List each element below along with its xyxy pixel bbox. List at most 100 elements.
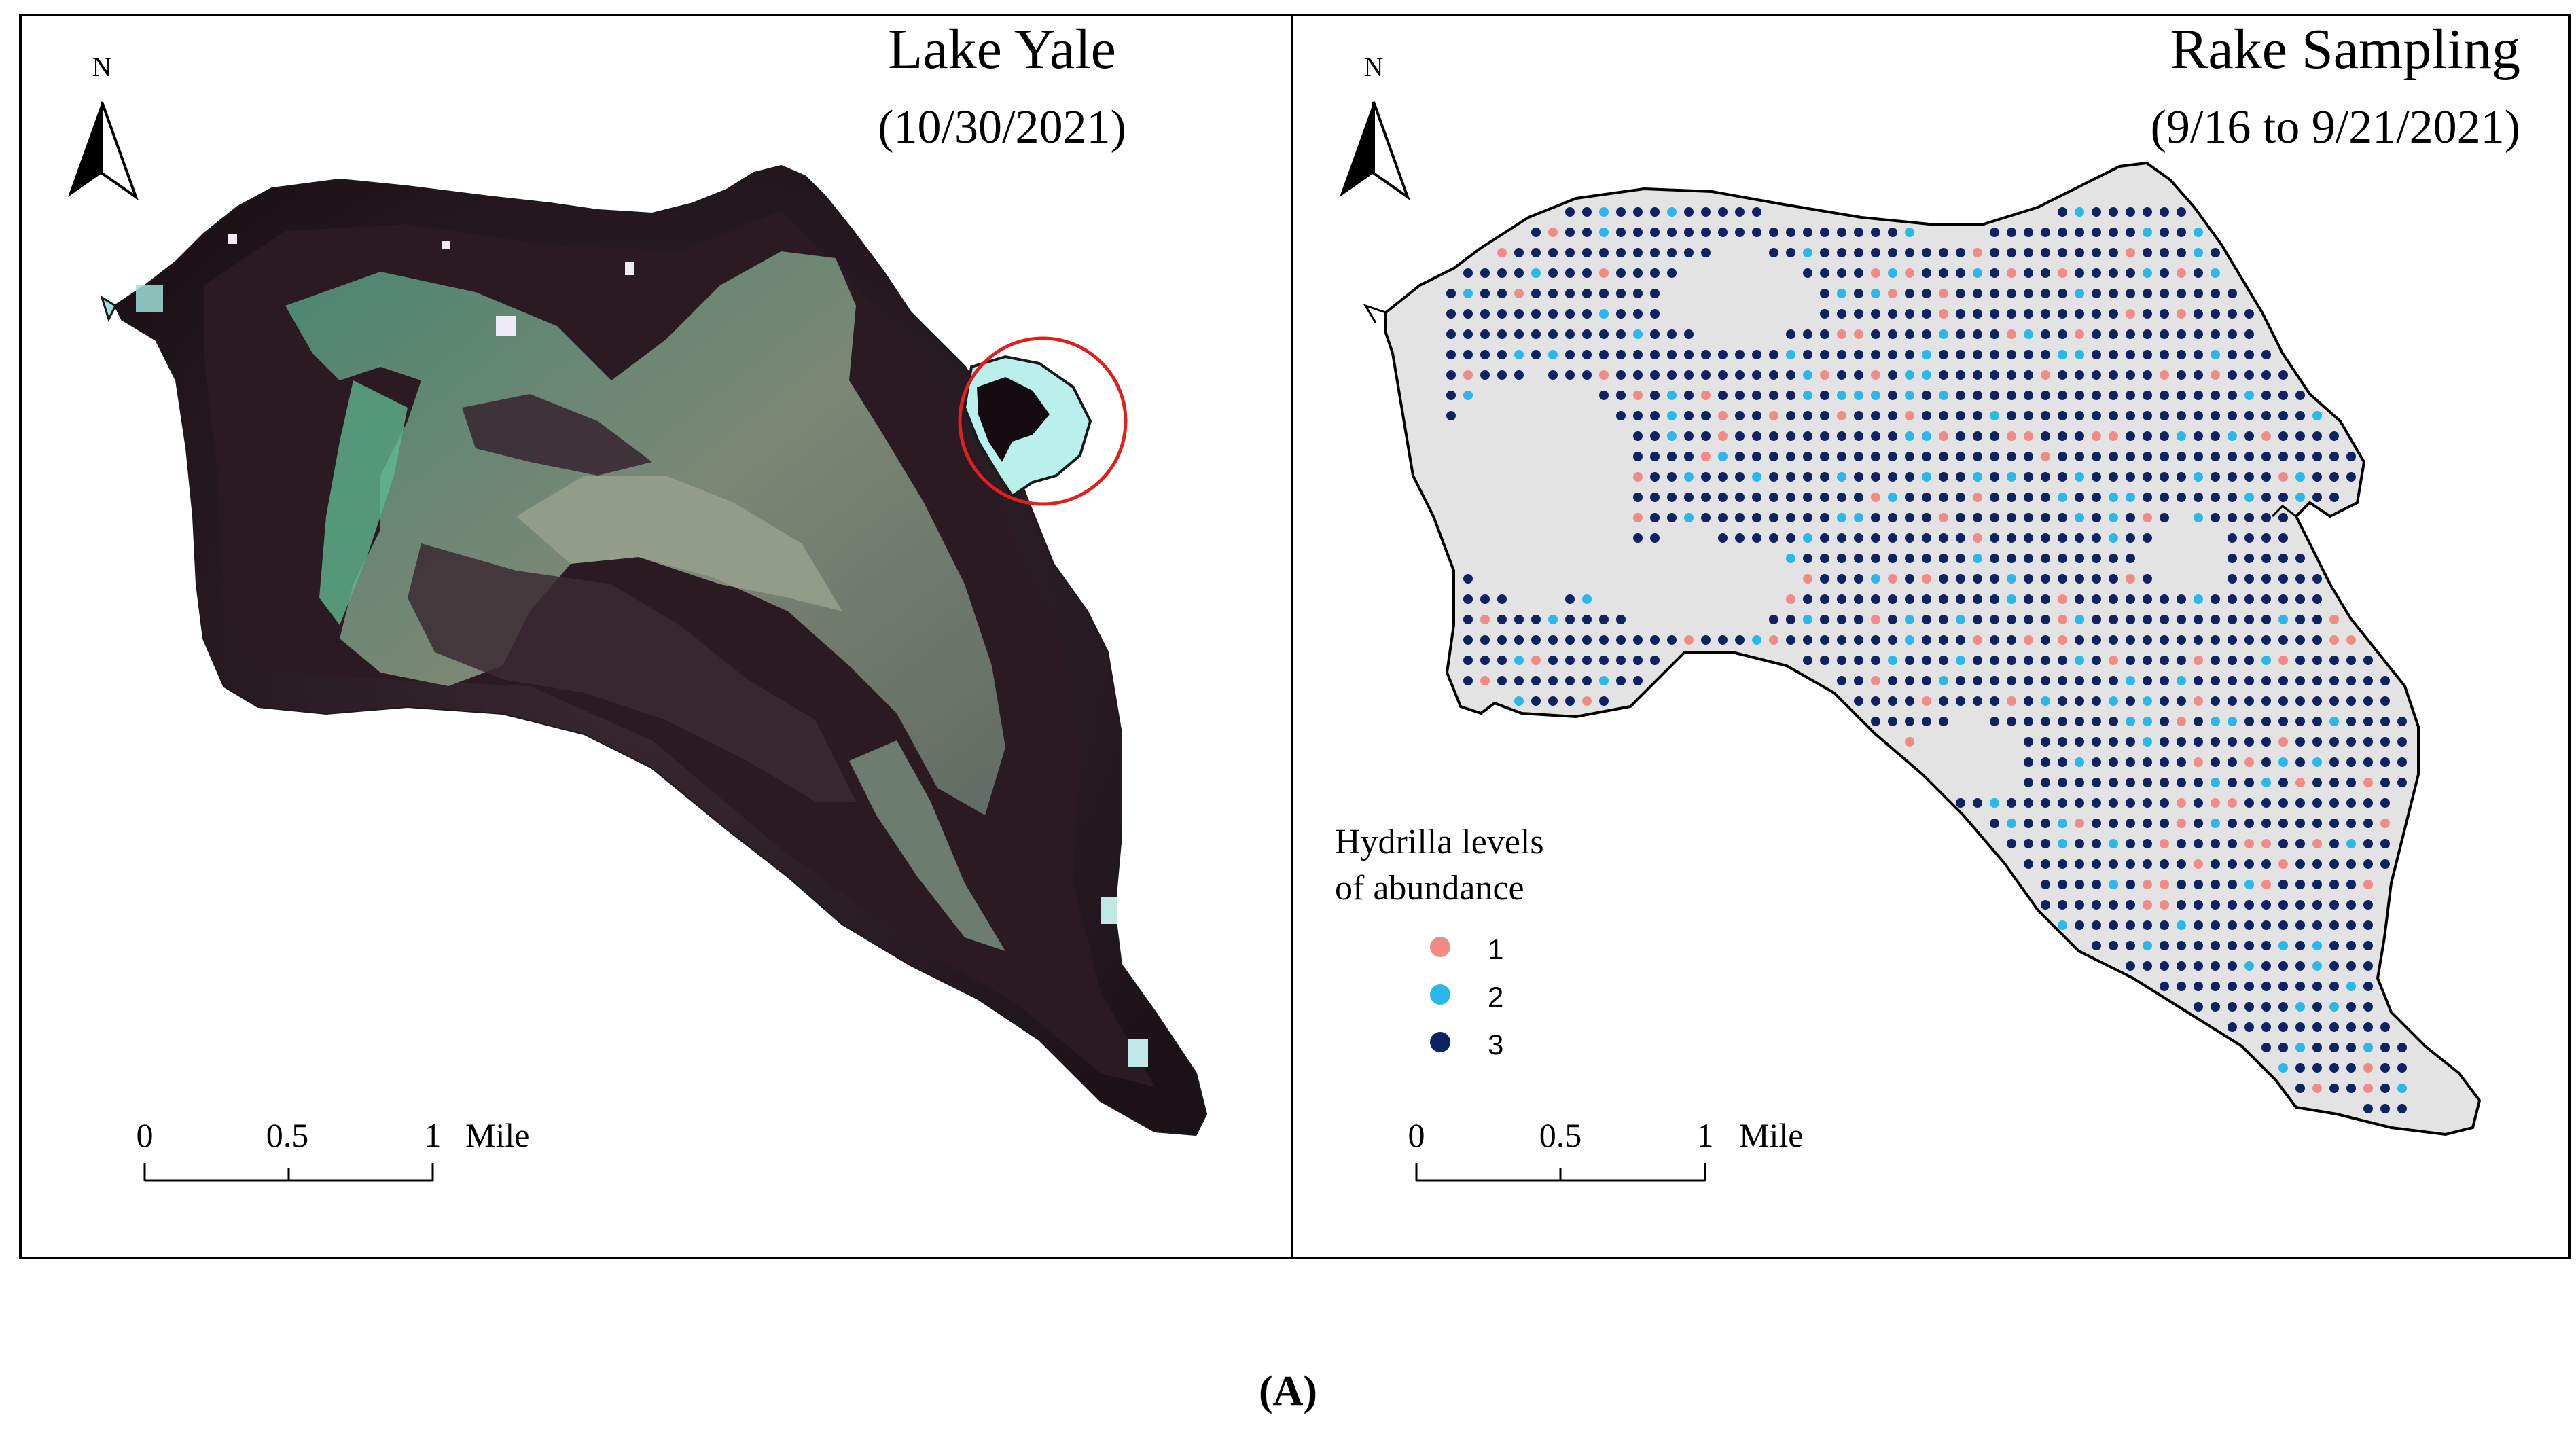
sample-point — [1480, 656, 1490, 665]
sample-point — [2024, 737, 2033, 747]
sample-point — [2228, 574, 2237, 584]
sample-point — [2007, 411, 2016, 420]
sample-point — [2312, 431, 2322, 441]
sample-point — [2363, 1022, 2373, 1032]
sample-point — [1803, 493, 1812, 502]
sample-point — [1803, 533, 1812, 543]
sample-point — [2363, 1084, 2373, 1093]
sample-point — [1650, 350, 1660, 359]
sample-point — [2228, 982, 2237, 991]
sample-point — [1871, 228, 1880, 237]
sample-point — [2278, 778, 2288, 787]
sample-point — [2312, 778, 2322, 787]
sample-point — [2024, 472, 2033, 482]
sample-point — [1650, 431, 1660, 441]
sample-point — [1905, 493, 1914, 502]
sample-point — [1820, 350, 1829, 359]
sample-point — [1599, 615, 1609, 624]
sample-point — [2109, 533, 2118, 543]
sample-point — [2109, 798, 2118, 808]
sample-point — [2007, 839, 2016, 848]
sample-point — [2092, 696, 2101, 706]
sample-point — [1905, 635, 1914, 645]
sample-point — [1684, 370, 1694, 380]
sample-point — [2143, 676, 2152, 685]
sample-point — [2007, 452, 2016, 461]
sample-point — [2024, 798, 2033, 808]
sample-point — [2261, 737, 2271, 747]
sample-point — [1633, 248, 1643, 257]
sample-point — [1667, 228, 1677, 237]
sample-point — [1922, 696, 1931, 706]
sample-point — [1548, 656, 1558, 665]
sample-point — [2346, 941, 2356, 950]
sample-point — [2211, 594, 2220, 604]
sample-point — [2194, 961, 2203, 971]
sample-point — [2058, 268, 2067, 278]
sample-point — [1837, 574, 1846, 584]
sample-point — [2126, 329, 2135, 339]
sample-point — [1565, 268, 1575, 278]
sample-point — [2211, 1002, 2220, 1012]
sample-point — [2380, 1084, 2390, 1093]
sample-point — [1701, 370, 1711, 380]
sample-point — [2211, 717, 2220, 726]
sample-point — [2363, 859, 2373, 869]
sample-point — [2041, 696, 2050, 706]
sample-point — [2177, 941, 2186, 950]
sample-point — [1803, 452, 1812, 461]
sample-point — [2109, 350, 2118, 359]
sample-point — [2075, 778, 2084, 787]
sample-point — [1684, 391, 1694, 400]
sample-point — [1463, 329, 1473, 339]
sample-point — [1922, 391, 1931, 400]
sample-point — [2244, 737, 2254, 747]
sample-point — [2295, 635, 2305, 645]
sample-point — [1888, 268, 1897, 278]
sample-point — [2380, 1022, 2390, 1032]
scale-label-0-right: 0 — [1408, 1116, 1425, 1154]
sample-point — [2194, 615, 2203, 624]
sample-point — [1684, 207, 1694, 217]
sample-point — [2007, 309, 2016, 319]
sample-point — [2160, 615, 2169, 624]
sample-point — [2244, 880, 2254, 889]
sample-point — [1616, 207, 1626, 217]
sample-point — [1837, 452, 1846, 461]
sample-point — [2312, 1063, 2322, 1073]
sample-point — [1565, 615, 1575, 624]
sample-point — [2278, 798, 2288, 808]
sample-point — [1905, 554, 1914, 563]
sample-point — [1752, 370, 1761, 380]
sample-point — [2160, 431, 2169, 441]
sample-point — [2160, 778, 2169, 787]
sample-point — [1922, 309, 1931, 319]
sample-point — [1531, 248, 1541, 257]
sample-point — [1837, 594, 1846, 604]
sample-point — [2058, 289, 2067, 298]
sample-point — [2177, 431, 2186, 441]
sample-point — [2024, 411, 2033, 420]
sample-point — [2228, 880, 2237, 889]
sample-point — [2024, 248, 2033, 257]
sample-point — [1956, 268, 1965, 278]
sample-point — [2295, 757, 2305, 767]
sample-point — [2058, 370, 2067, 380]
sample-point — [2092, 594, 2101, 604]
sample-point — [2177, 207, 2186, 217]
sample-point — [1667, 513, 1677, 522]
sample-point — [1922, 493, 1931, 502]
sample-point — [2211, 778, 2220, 787]
sample-point — [1837, 635, 1846, 645]
sample-point — [1582, 350, 1592, 359]
sample-point — [2228, 920, 2237, 930]
sample-point — [1514, 635, 1524, 645]
sample-point — [1990, 411, 1999, 420]
sample-point — [1633, 676, 1643, 685]
sample-point — [1905, 248, 1914, 257]
sample-point — [1956, 248, 1965, 257]
sample-point — [1514, 350, 1524, 359]
sample-point — [2041, 431, 2050, 441]
sample-point — [2075, 411, 2084, 420]
sample-point — [1973, 635, 1982, 645]
